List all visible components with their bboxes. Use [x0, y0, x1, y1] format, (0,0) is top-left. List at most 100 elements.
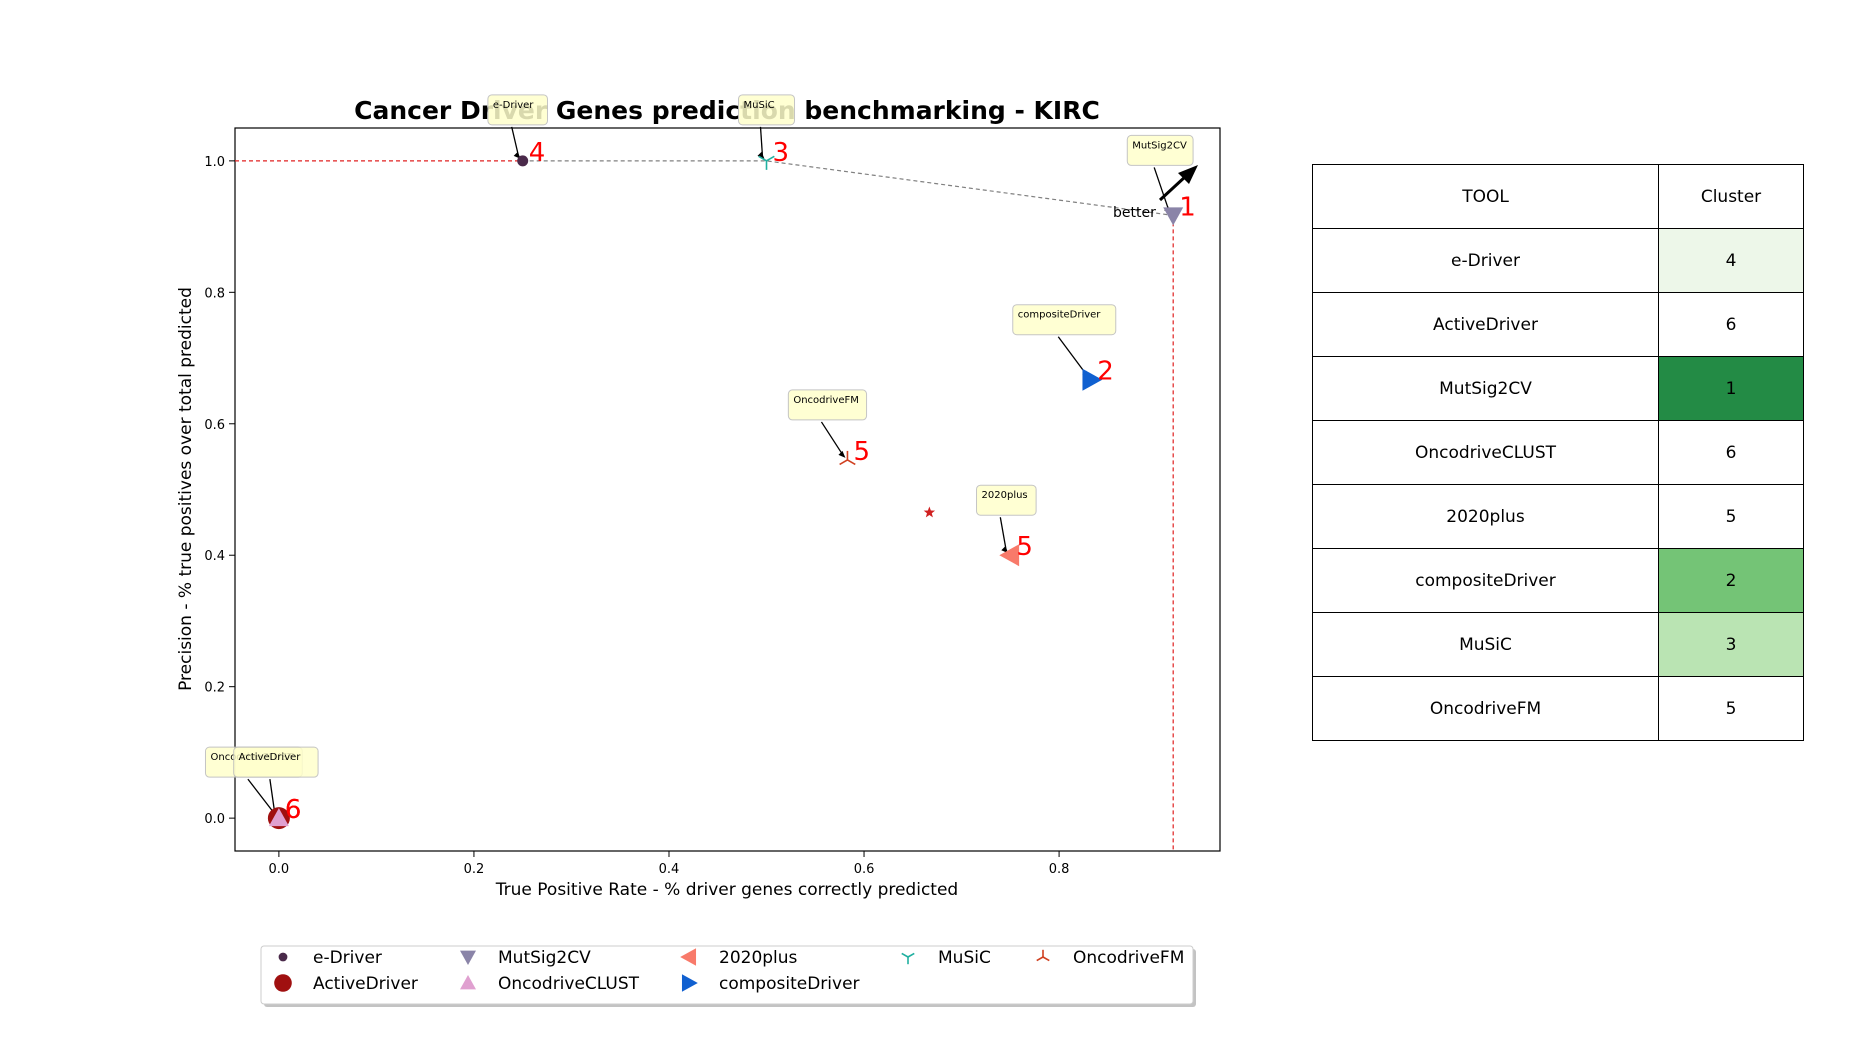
legend-item-e-driver: e-Driver — [278, 948, 382, 968]
legend-marker — [460, 950, 476, 965]
chart-title: Cancer Driver Genes prediction benchmark… — [354, 96, 1100, 125]
rank-music: 3 — [773, 138, 790, 168]
annotation-text: OncodriveFM — [793, 395, 859, 406]
table-row: e-Driver 4 — [1312, 228, 1804, 293]
table-cell-tool: ActiveDriver — [1312, 292, 1659, 357]
legend-label: MutSig2CV — [498, 948, 591, 968]
table-cell-tool: compositeDriver — [1312, 548, 1659, 613]
legend-item-oncodriveclust: OncodriveCLUST — [460, 974, 640, 994]
annotation-activedriver: ActiveDriver — [233, 746, 319, 817]
legend-label: ActiveDriver — [313, 974, 418, 994]
annotation-box — [787, 389, 868, 421]
annotation-box — [1126, 134, 1194, 166]
legend-marker — [680, 948, 697, 966]
x-tick-label: 0.8 — [1049, 862, 1070, 877]
table-row: MuSiC 3 — [1312, 612, 1804, 677]
table-row: compositeDriver 2 — [1312, 548, 1804, 613]
legend: e-Driver ActiveDriver MutSig2CV OncodriveCL… — [260, 945, 1196, 1007]
rank-activedriver: 6 — [285, 795, 302, 825]
table-cell-tool: MutSig2CV — [1312, 356, 1659, 421]
rank-oncodrivefm: 5 — [853, 437, 870, 467]
legend-label: OncodriveFM — [1073, 948, 1184, 968]
legend-label: OncodriveCLUST — [498, 974, 640, 994]
table-header-row: TOOL Cluster — [1312, 164, 1804, 229]
table-row: MutSig2CV 1 — [1312, 356, 1804, 421]
annotation-box — [738, 94, 796, 126]
table-cell-tool: OncodriveFM — [1312, 676, 1659, 741]
table-cell-cluster: 6 — [1658, 420, 1804, 485]
annotations: OncodriveCLUSTActiveDrivere-DriverMuSiCM… — [204, 94, 1194, 817]
x-tick-label: 0.6 — [854, 862, 875, 877]
annotation-arrow — [247, 778, 276, 815]
annotation-music: MuSiC — [738, 94, 796, 159]
legend-item-activedriver: ActiveDriver — [274, 974, 418, 994]
header-cluster: Cluster — [1658, 164, 1804, 229]
point-oncodriveclust — [268, 808, 289, 827]
table-row: ActiveDriver 6 — [1312, 292, 1804, 357]
annotation-arrow — [511, 126, 520, 158]
point-oncodrivefm — [839, 450, 856, 466]
table-cell-tool: e-Driver — [1312, 228, 1659, 293]
table-cell-cluster: 2 — [1658, 548, 1804, 613]
annotation-box — [976, 484, 1037, 516]
x-tick-label: 0.4 — [659, 862, 680, 877]
table-cell-tool: OncodriveCLUST — [1312, 420, 1659, 485]
x-tick-label: 0.2 — [464, 862, 485, 877]
legend-marker — [278, 952, 288, 962]
frontier-line — [522, 160, 1174, 217]
legend-item-compositedriver: compositeDriver — [681, 974, 860, 994]
x-axis-label: True Positive Rate - % driver genes corr… — [495, 880, 958, 900]
annotation-arrow — [820, 421, 845, 457]
point-compositedriver — [1082, 368, 1103, 391]
reference-lines — [235, 160, 1174, 851]
table-row: 2020plus 5 — [1312, 484, 1804, 549]
table-cell-cluster: 4 — [1658, 228, 1804, 293]
y-axis-ticks: 0.0 0.2 0.4 0.6 0.8 1.0 — [204, 155, 235, 827]
y-axis-label: Precision - % true positives over total … — [176, 287, 196, 691]
annotation-box — [487, 94, 548, 126]
annotation-text: compositeDriver — [1018, 310, 1102, 321]
legend-label: MuSiC — [938, 948, 991, 968]
cluster-table: TOOL Cluster e-Driver 4 ActiveDriver 6 MutSi… — [1312, 164, 1804, 741]
table-cell-cluster: 1 — [1658, 356, 1804, 421]
plot-frame — [234, 127, 1221, 852]
annotation-text: e-Driver — [493, 100, 534, 111]
legend-label: e-Driver — [313, 948, 382, 968]
y-tick-label: 0.8 — [204, 286, 225, 301]
rank-mutsig2cv: 1 — [1179, 192, 1196, 222]
annotation-text: MuSiC — [744, 100, 775, 111]
extra-star-point — [923, 506, 936, 518]
legend-label: 2020plus — [719, 948, 798, 968]
table-cell-cluster: 5 — [1658, 484, 1804, 549]
annotation-arrow — [759, 126, 764, 157]
annotation-arrow — [1153, 167, 1170, 212]
annotation-text: 2020plus — [982, 490, 1028, 501]
y-tick-label: 0.6 — [204, 418, 225, 433]
point-mutsig2cv — [1163, 207, 1184, 226]
data-points — [267, 155, 1184, 830]
table-cell-tool: MuSiC — [1312, 612, 1659, 677]
legend-label: compositeDriver — [719, 974, 860, 994]
table-row: OncodriveCLUST 6 — [1312, 420, 1804, 485]
rank-oncodriveclust: 6 — [285, 795, 302, 825]
rank-e-driver: 4 — [529, 138, 546, 168]
rank-2020plus: 5 — [1016, 532, 1033, 562]
legend-marker — [274, 974, 292, 992]
annotation-2020plus: 2020plus — [976, 484, 1037, 554]
annotation-arrow — [999, 517, 1007, 552]
pareto-frontier — [522, 160, 1174, 217]
table-row: OncodriveFM 5 — [1312, 676, 1804, 741]
point-e-driver — [517, 155, 529, 167]
annotation-compositedriver: compositeDriver — [1012, 304, 1117, 378]
annotation-text: MutSig2CV — [1132, 140, 1187, 151]
annotation-text: ActiveDriver — [239, 752, 302, 763]
legend-marker — [901, 952, 915, 965]
y-tick-label: 0.2 — [204, 681, 225, 696]
annotation-arrow-head — [757, 151, 765, 159]
legend-marker — [1036, 949, 1050, 962]
annotation-box — [233, 746, 319, 778]
annotation-oncodrivefm: OncodriveFM — [787, 389, 868, 458]
y-tick-label: 0.4 — [204, 549, 225, 564]
